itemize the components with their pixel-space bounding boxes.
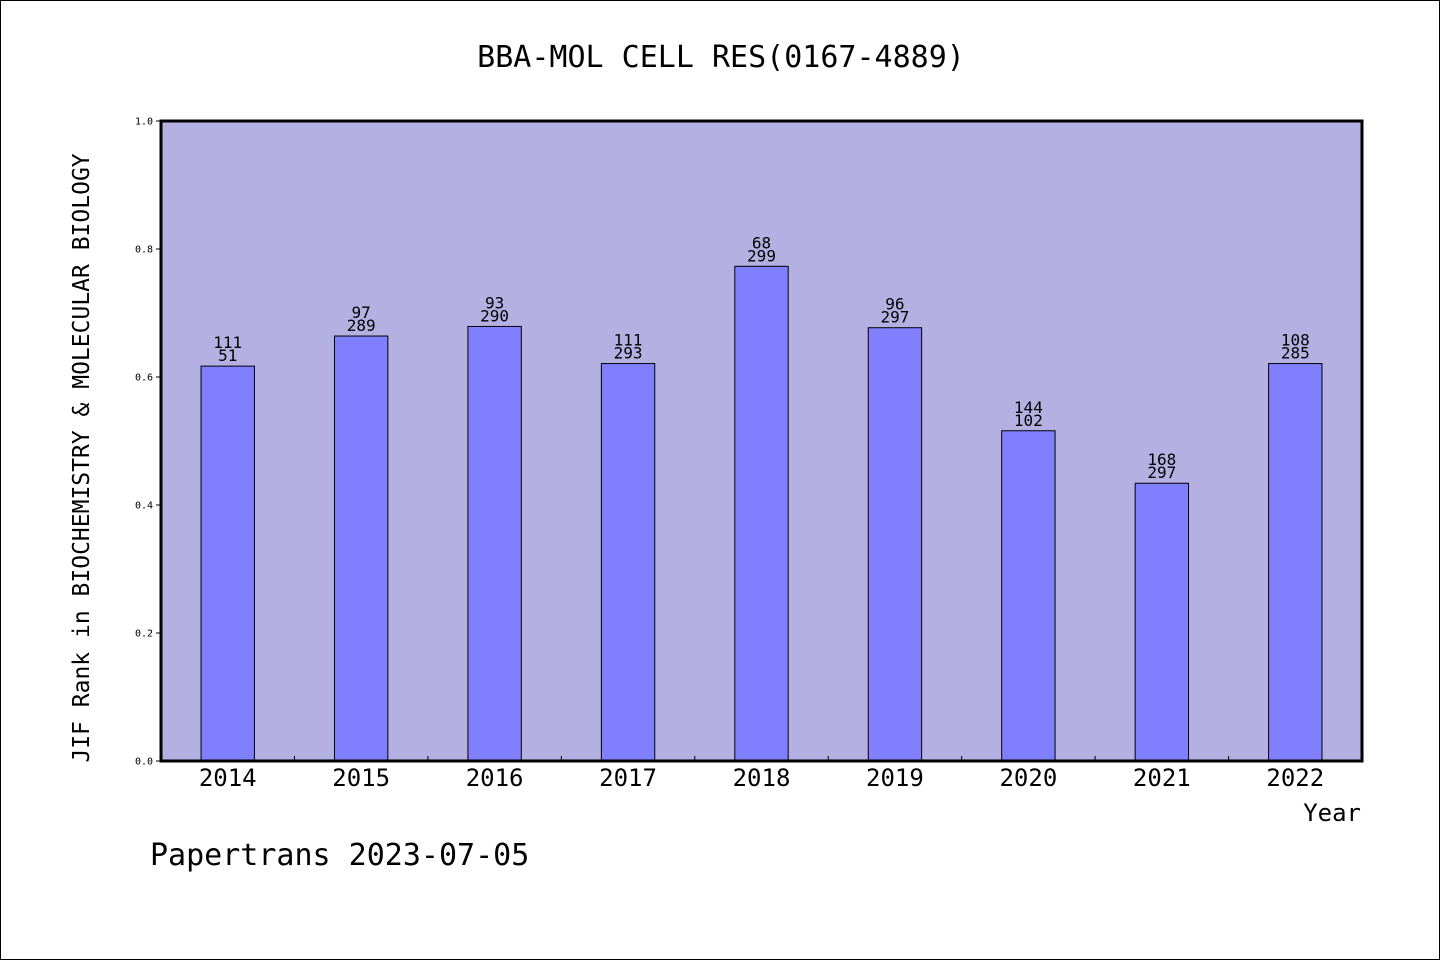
x-axis: 2014 2015 2016 2017 2018 2019 2020 2021 2022 xyxy=(199,756,1324,792)
bar xyxy=(333,335,389,762)
bar-label-bottom: 51 xyxy=(218,346,237,365)
y-tick-label: 0.8 xyxy=(135,245,153,256)
bar xyxy=(200,365,255,762)
bar-label-bottom: 297 xyxy=(880,308,909,327)
x-tick-label: 2022 xyxy=(1266,764,1324,792)
bar xyxy=(600,363,656,762)
bar-label-bottom: 289 xyxy=(347,316,376,335)
footer-note: Papertrans 2023-07-05 xyxy=(150,838,529,873)
bar-label-top: 111 xyxy=(614,331,643,350)
x-tick-label: 2016 xyxy=(466,764,524,792)
chart-title: BBA-MOL CELL RES(0167-4889) xyxy=(477,40,965,75)
x-tick-label: 2015 xyxy=(332,764,390,792)
bar-label-top: 108 xyxy=(1281,331,1310,350)
bar xyxy=(734,265,789,762)
bar-label-bottom: 285 xyxy=(1281,344,1310,363)
bar xyxy=(1134,482,1190,762)
x-tick-label: 2018 xyxy=(733,764,791,792)
bar xyxy=(1268,363,1323,762)
x-tick-label: 2014 xyxy=(199,764,257,792)
bar-label-top: 93 xyxy=(485,293,504,312)
bar-label-bottom: 293 xyxy=(614,344,643,363)
bar xyxy=(867,327,923,762)
bar xyxy=(467,325,522,762)
bar-label-top: 168 xyxy=(1147,450,1176,469)
y-tick-label: 0.6 xyxy=(135,373,153,384)
y-tick-label: 0.2 xyxy=(135,629,153,640)
x-tick-label: 2017 xyxy=(599,764,657,792)
x-axis-label: Year xyxy=(1303,799,1361,827)
x-tick-label: 2019 xyxy=(866,764,924,792)
bar-label-bottom: 290 xyxy=(480,306,509,325)
y-tick-label: 0.0 xyxy=(135,757,153,768)
bar-label-top: 68 xyxy=(752,233,771,252)
y-tick-label: 0.4 xyxy=(135,501,153,512)
plot-border xyxy=(159,119,1364,763)
y-axis-label: JIF Rank in BIOCHEMISTRY & MOLECULAR BIO… xyxy=(69,153,95,762)
bar-label-top: 96 xyxy=(885,295,904,314)
bar-label-top: 97 xyxy=(352,303,371,322)
y-tick-label: 1.0 xyxy=(135,117,153,128)
bar-label-top: 111 xyxy=(213,333,242,352)
bar-label-top: 144 xyxy=(1014,398,1043,417)
bars-layer: 1115197289932901112936829996297144102168… xyxy=(200,233,1323,762)
bar xyxy=(1001,430,1056,762)
x-tick-label: 2020 xyxy=(999,764,1057,792)
bar-label-bottom: 299 xyxy=(747,246,776,265)
bar-label-bottom: 102 xyxy=(1014,411,1043,430)
bar-label-bottom: 297 xyxy=(1147,463,1176,482)
x-tick-label: 2021 xyxy=(1133,764,1191,792)
y-axis: 0.0 0.2 0.4 0.6 0.8 1.0 xyxy=(135,117,161,768)
